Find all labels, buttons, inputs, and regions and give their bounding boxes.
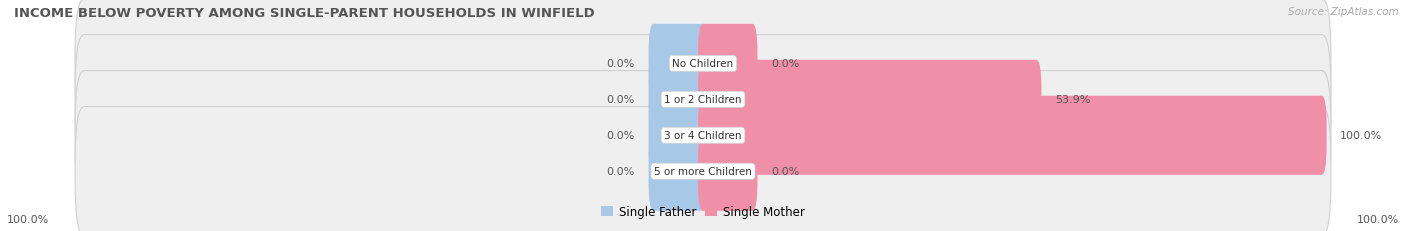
FancyBboxPatch shape <box>648 96 709 175</box>
Text: 1 or 2 Children: 1 or 2 Children <box>664 95 742 105</box>
FancyBboxPatch shape <box>75 35 1331 164</box>
FancyBboxPatch shape <box>648 132 709 211</box>
Text: No Children: No Children <box>672 59 734 69</box>
FancyBboxPatch shape <box>648 61 709 139</box>
FancyBboxPatch shape <box>75 71 1331 200</box>
FancyBboxPatch shape <box>697 25 758 103</box>
Text: 0.0%: 0.0% <box>770 59 799 69</box>
FancyBboxPatch shape <box>697 132 758 211</box>
Text: 53.9%: 53.9% <box>1054 95 1091 105</box>
FancyBboxPatch shape <box>75 0 1331 128</box>
Text: Source: ZipAtlas.com: Source: ZipAtlas.com <box>1288 7 1399 17</box>
FancyBboxPatch shape <box>75 107 1331 231</box>
Text: 0.0%: 0.0% <box>770 167 799 176</box>
FancyBboxPatch shape <box>697 61 1042 139</box>
Text: 100.0%: 100.0% <box>7 214 49 224</box>
Text: 0.0%: 0.0% <box>607 131 636 141</box>
FancyBboxPatch shape <box>697 96 1327 175</box>
Text: 0.0%: 0.0% <box>607 59 636 69</box>
Text: 0.0%: 0.0% <box>607 95 636 105</box>
Text: 100.0%: 100.0% <box>1340 131 1382 141</box>
Text: 5 or more Children: 5 or more Children <box>654 167 752 176</box>
FancyBboxPatch shape <box>648 25 709 103</box>
Text: INCOME BELOW POVERTY AMONG SINGLE-PARENT HOUSEHOLDS IN WINFIELD: INCOME BELOW POVERTY AMONG SINGLE-PARENT… <box>14 7 595 20</box>
Text: 0.0%: 0.0% <box>607 167 636 176</box>
Text: 100.0%: 100.0% <box>1357 214 1399 224</box>
Legend: Single Father, Single Mother: Single Father, Single Mother <box>596 201 810 223</box>
Text: 3 or 4 Children: 3 or 4 Children <box>664 131 742 141</box>
